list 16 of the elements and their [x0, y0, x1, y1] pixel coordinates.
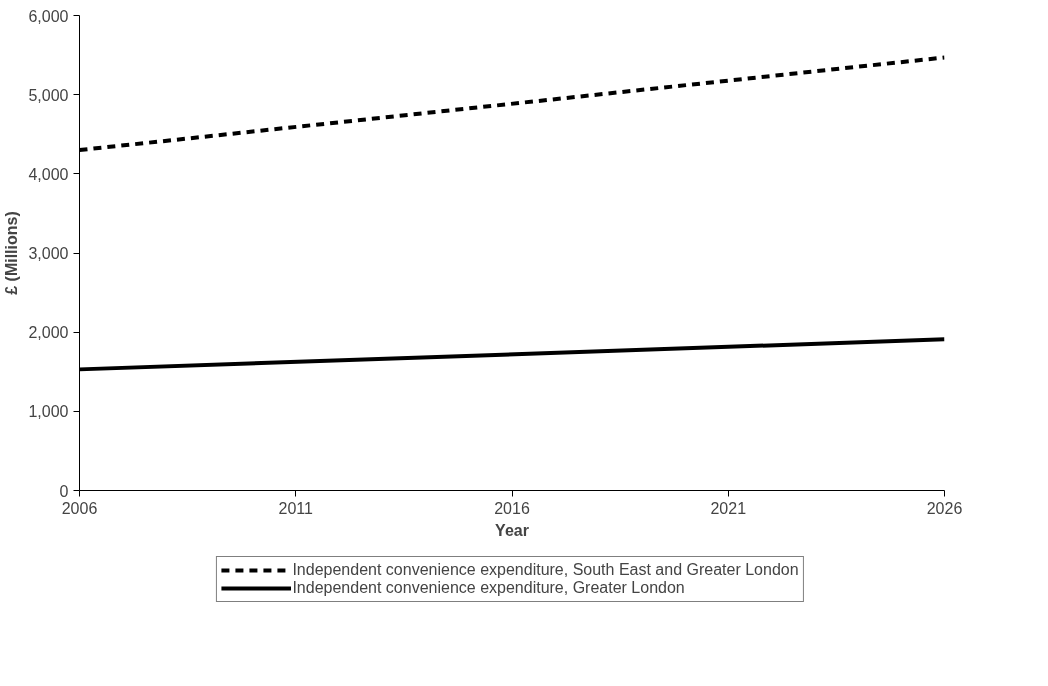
y-tick-label: 5,000 [28, 86, 69, 104]
x-tick-label: 2016 [494, 499, 530, 517]
y-axis-title: £ (Millions) [3, 211, 21, 295]
y-tick-label: 0 [59, 482, 69, 500]
y-tick-label: 2,000 [28, 324, 69, 342]
x-tick-label: 2026 [926, 499, 963, 517]
y-tick-label: 6,000 [28, 7, 69, 25]
y-tick-label: 1,000 [28, 403, 69, 421]
x-axis-title: Year [495, 521, 529, 539]
x-tick-label: 2021 [710, 499, 747, 517]
x-tick-label: 2006 [61, 499, 98, 517]
legend-label: Independent convenience expenditure, South East and Greater London [292, 560, 799, 579]
x-tick-label: 2011 [278, 499, 314, 517]
y-tick-label: 3,000 [28, 245, 69, 262]
y-tick-label: 4,000 [28, 165, 69, 183]
legend-label: Independent convenience expenditure, Greater London [292, 578, 685, 597]
